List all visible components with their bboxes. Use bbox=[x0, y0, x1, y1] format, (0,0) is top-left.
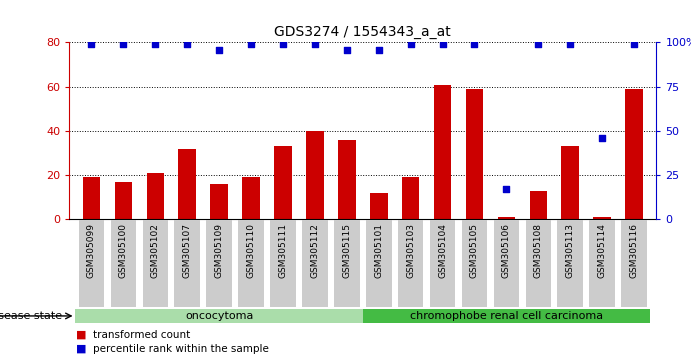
Bar bbox=[625, 89, 643, 219]
FancyBboxPatch shape bbox=[526, 220, 551, 307]
Point bbox=[596, 135, 607, 141]
Bar bbox=[274, 147, 292, 219]
Point bbox=[437, 41, 448, 47]
Text: GSM305106: GSM305106 bbox=[502, 223, 511, 278]
Point bbox=[150, 41, 161, 47]
Point bbox=[469, 41, 480, 47]
Point bbox=[405, 41, 416, 47]
Text: GSM305113: GSM305113 bbox=[566, 223, 575, 278]
FancyBboxPatch shape bbox=[363, 309, 650, 323]
FancyBboxPatch shape bbox=[75, 309, 363, 323]
Text: GSM305110: GSM305110 bbox=[247, 223, 256, 278]
Text: GSM305100: GSM305100 bbox=[119, 223, 128, 278]
Text: oncocytoma: oncocytoma bbox=[185, 311, 254, 321]
FancyBboxPatch shape bbox=[366, 220, 392, 307]
Text: GSM305109: GSM305109 bbox=[215, 223, 224, 278]
FancyBboxPatch shape bbox=[270, 220, 296, 307]
Text: GSM305107: GSM305107 bbox=[182, 223, 191, 278]
Text: GSM305105: GSM305105 bbox=[470, 223, 479, 278]
Text: GSM305115: GSM305115 bbox=[342, 223, 351, 278]
Point bbox=[86, 41, 97, 47]
Point bbox=[278, 41, 289, 47]
Text: GSM305104: GSM305104 bbox=[438, 223, 447, 278]
Bar bbox=[210, 184, 228, 219]
FancyBboxPatch shape bbox=[398, 220, 424, 307]
Bar bbox=[243, 177, 260, 219]
Point bbox=[501, 187, 512, 192]
Text: GSM305114: GSM305114 bbox=[598, 223, 607, 278]
Text: GSM305108: GSM305108 bbox=[534, 223, 543, 278]
Point bbox=[629, 41, 640, 47]
FancyBboxPatch shape bbox=[142, 220, 168, 307]
Bar bbox=[306, 131, 323, 219]
Text: GSM305099: GSM305099 bbox=[87, 223, 96, 278]
FancyBboxPatch shape bbox=[334, 220, 359, 307]
FancyBboxPatch shape bbox=[493, 220, 519, 307]
Text: transformed count: transformed count bbox=[93, 330, 191, 339]
Point bbox=[565, 41, 576, 47]
FancyBboxPatch shape bbox=[558, 220, 583, 307]
Text: ■: ■ bbox=[76, 344, 86, 354]
Bar bbox=[146, 173, 164, 219]
Text: GSM305101: GSM305101 bbox=[375, 223, 384, 278]
Text: GSM305116: GSM305116 bbox=[630, 223, 638, 278]
FancyBboxPatch shape bbox=[79, 220, 104, 307]
Point bbox=[182, 41, 193, 47]
Bar bbox=[434, 85, 451, 219]
Bar bbox=[466, 89, 483, 219]
Bar bbox=[529, 191, 547, 219]
Bar bbox=[178, 149, 196, 219]
Text: GSM305111: GSM305111 bbox=[278, 223, 287, 278]
Title: GDS3274 / 1554343_a_at: GDS3274 / 1554343_a_at bbox=[274, 25, 451, 39]
Text: percentile rank within the sample: percentile rank within the sample bbox=[93, 344, 269, 354]
Bar bbox=[338, 140, 356, 219]
Bar bbox=[402, 177, 419, 219]
FancyBboxPatch shape bbox=[462, 220, 487, 307]
Point bbox=[310, 41, 321, 47]
FancyBboxPatch shape bbox=[621, 220, 647, 307]
Point bbox=[341, 47, 352, 52]
Text: GSM305103: GSM305103 bbox=[406, 223, 415, 278]
Bar bbox=[115, 182, 132, 219]
Bar bbox=[562, 147, 579, 219]
FancyBboxPatch shape bbox=[430, 220, 455, 307]
Bar bbox=[498, 217, 515, 219]
Text: ■: ■ bbox=[76, 330, 86, 339]
Point bbox=[118, 41, 129, 47]
Bar bbox=[594, 217, 611, 219]
FancyBboxPatch shape bbox=[111, 220, 136, 307]
FancyBboxPatch shape bbox=[238, 220, 264, 307]
Text: disease state: disease state bbox=[0, 311, 62, 321]
FancyBboxPatch shape bbox=[174, 220, 200, 307]
Point bbox=[533, 41, 544, 47]
FancyBboxPatch shape bbox=[207, 220, 232, 307]
Bar bbox=[83, 177, 100, 219]
Text: GSM305102: GSM305102 bbox=[151, 223, 160, 278]
FancyBboxPatch shape bbox=[302, 220, 328, 307]
Point bbox=[245, 41, 256, 47]
FancyBboxPatch shape bbox=[589, 220, 615, 307]
Point bbox=[214, 47, 225, 52]
Text: chromophobe renal cell carcinoma: chromophobe renal cell carcinoma bbox=[410, 311, 603, 321]
Bar bbox=[370, 193, 388, 219]
Point bbox=[373, 47, 384, 52]
Text: GSM305112: GSM305112 bbox=[310, 223, 319, 278]
